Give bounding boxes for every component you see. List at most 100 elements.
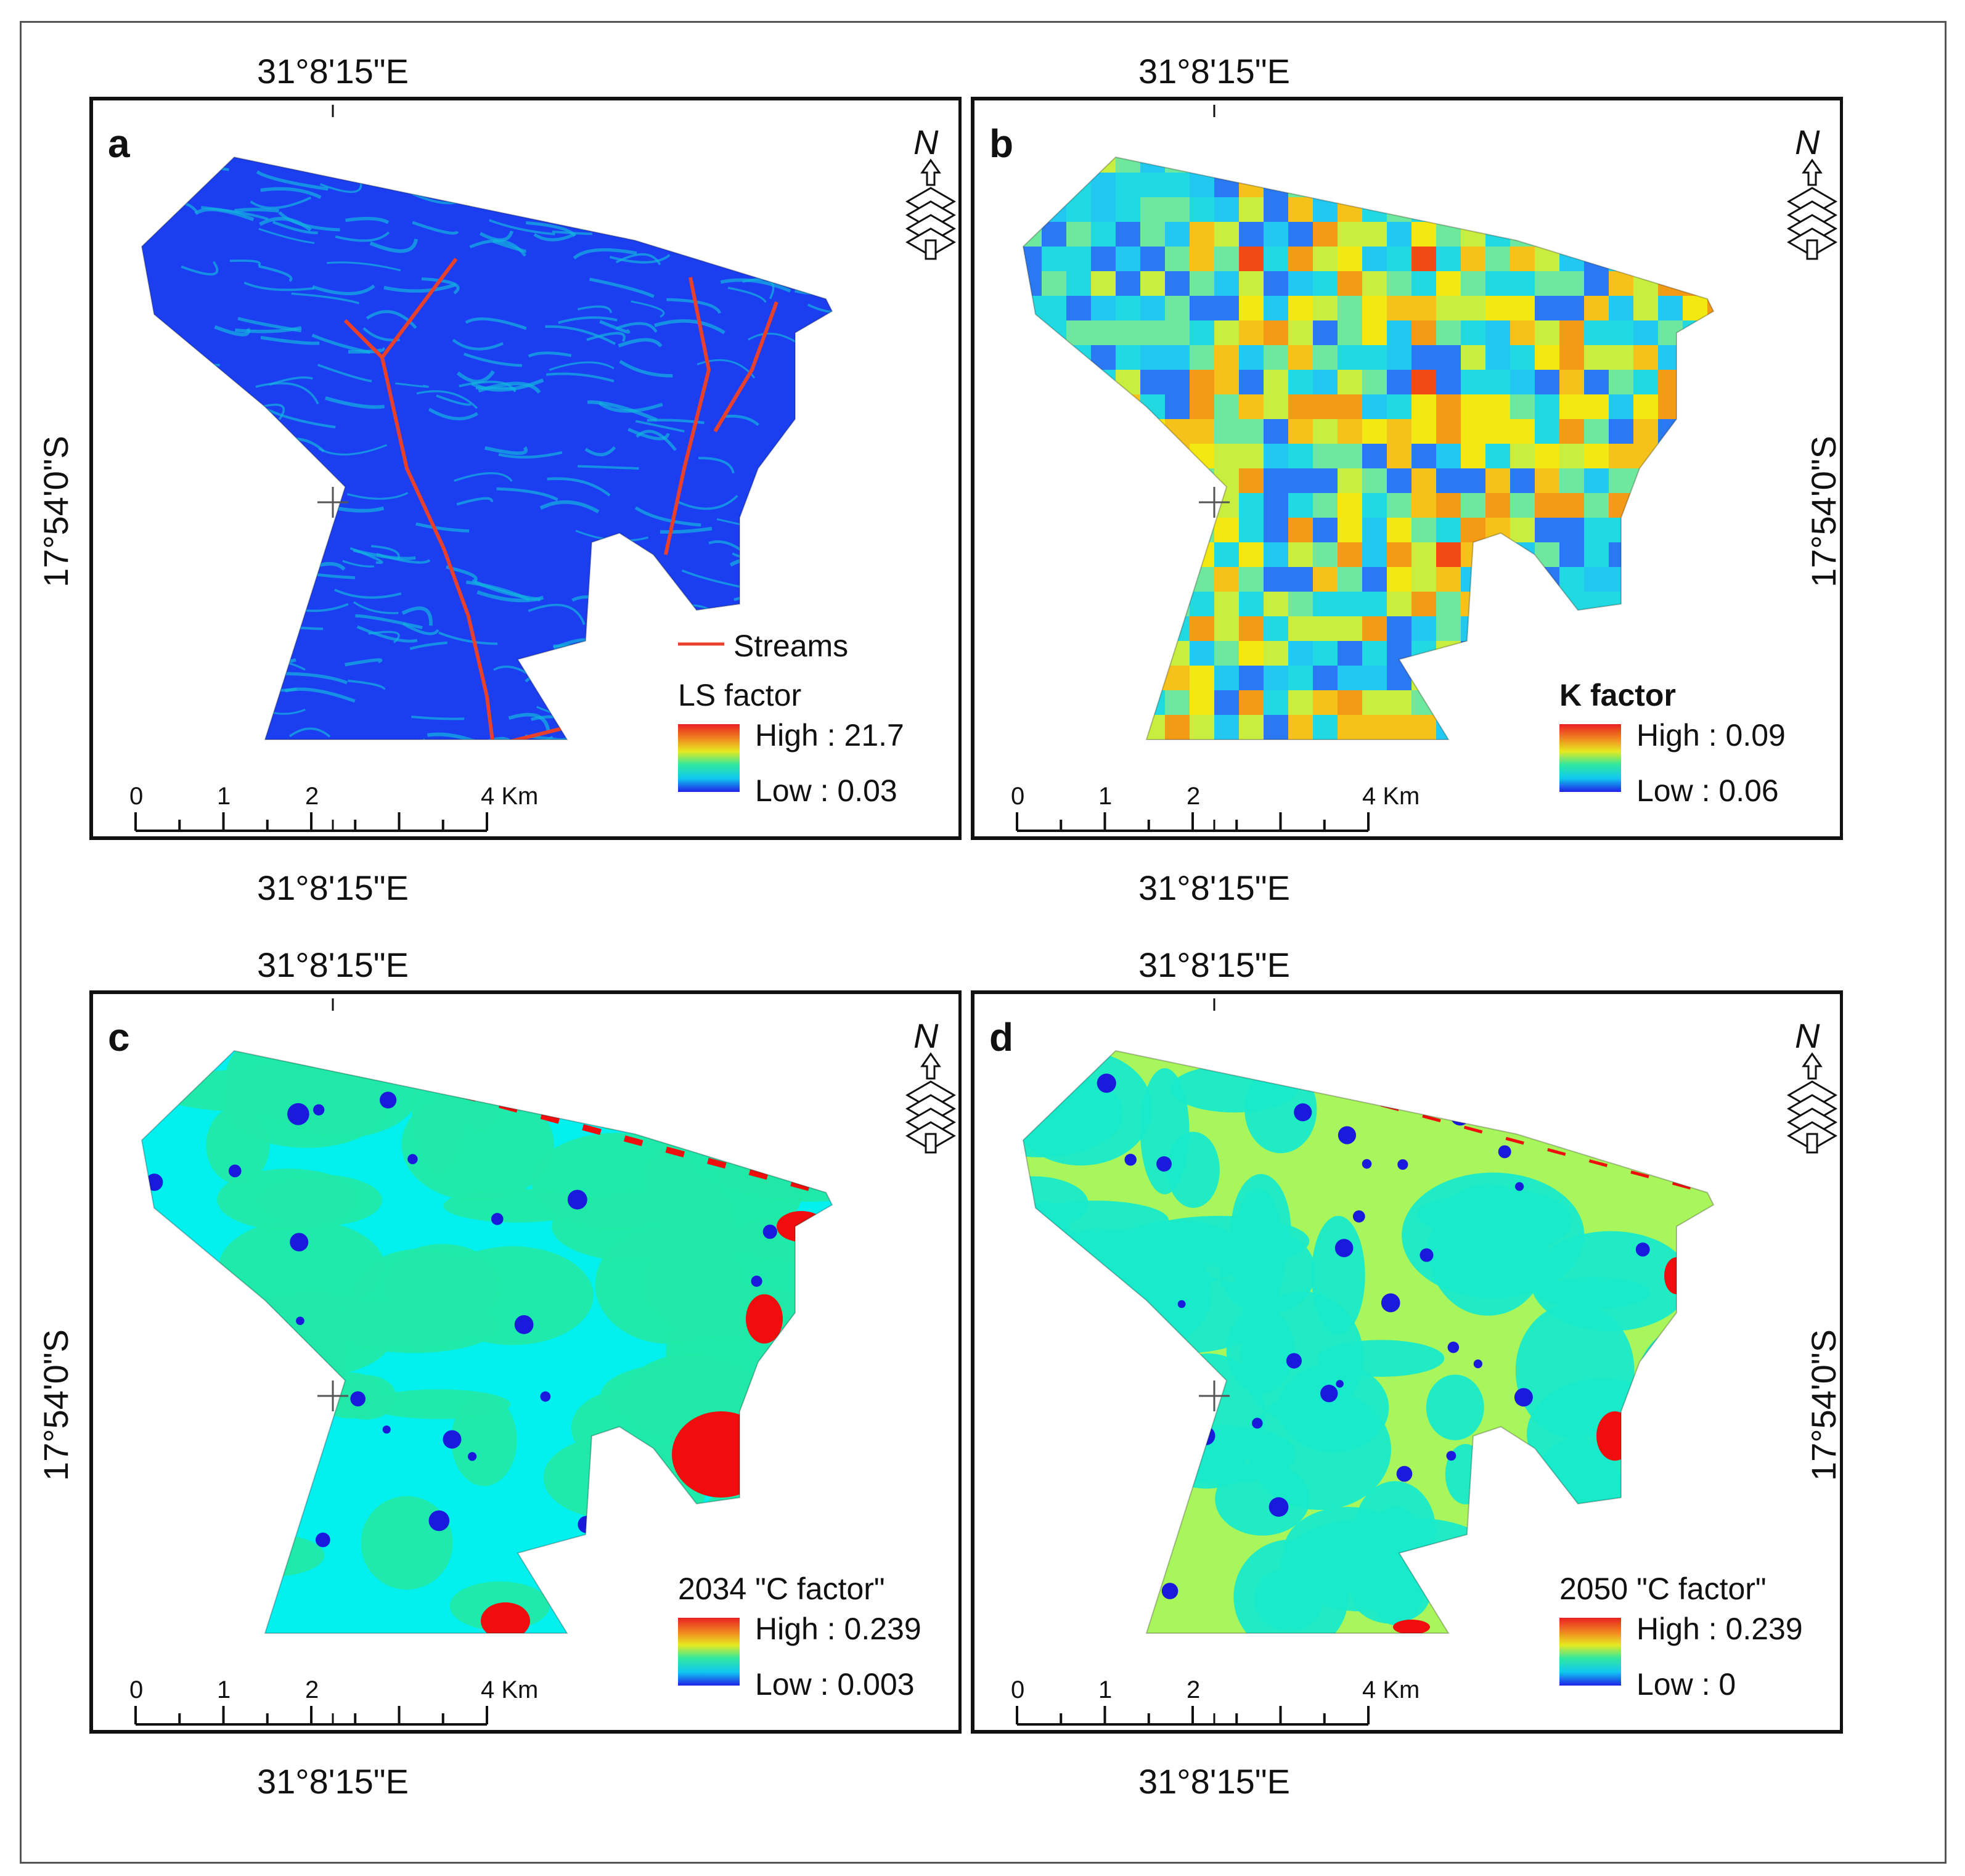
k-factor-cell	[1436, 592, 1461, 616]
low-value-patch	[1252, 1417, 1263, 1429]
k-factor-cell	[1510, 740, 1535, 764]
k-factor-cell	[1584, 394, 1609, 419]
k-factor-cell	[1190, 222, 1214, 247]
k-factor-cell	[1535, 715, 1559, 740]
ls-texture-stroke	[153, 399, 194, 418]
legend-color-ramp	[1559, 724, 1621, 792]
ls-texture-stroke	[666, 298, 722, 314]
k-factor-cell	[1387, 394, 1411, 419]
ls-texture-stroke	[807, 303, 832, 314]
k-factor-cell	[1510, 666, 1535, 690]
ls-texture-stroke	[464, 353, 523, 367]
k-factor-cell	[1461, 173, 1485, 197]
land-cover-patch	[361, 1496, 453, 1590]
k-factor-cell	[1091, 247, 1116, 271]
land-cover-patch	[210, 1315, 300, 1417]
low-value-patch	[165, 1240, 181, 1255]
k-factor-cell	[1338, 493, 1362, 518]
land-cover-patch	[211, 1533, 325, 1577]
ls-texture-stroke	[325, 396, 385, 409]
ls-texture-stroke	[303, 603, 349, 613]
k-factor-cell	[1535, 345, 1559, 370]
k-factor-cell	[1411, 493, 1436, 518]
k-factor-cell	[1559, 197, 1584, 222]
k-factor-cell	[1288, 616, 1313, 641]
land-cover-patch	[1023, 1569, 1123, 1633]
k-factor-cell	[1411, 518, 1436, 542]
k-factor-cell	[1707, 157, 1714, 173]
ls-texture-stroke	[552, 230, 593, 235]
k-factor-cell	[1559, 222, 1584, 247]
top-longitude-label: 31°8'15"E	[1138, 945, 1290, 984]
k-factor-cell	[1264, 320, 1288, 345]
ls-texture-stroke	[427, 732, 485, 740]
scale-bar-label: 2	[305, 783, 319, 810]
k-factor-cell	[1584, 222, 1609, 247]
k-factor-cell	[1535, 222, 1559, 247]
ls-texture-stroke	[545, 372, 615, 383]
k-factor-cell	[1190, 394, 1214, 419]
scale-bar-label: 1	[1098, 1676, 1112, 1703]
k-factor-cell	[1485, 518, 1510, 542]
k-factor-cell	[1707, 370, 1714, 394]
k-factor-cell	[1165, 419, 1190, 444]
k-factor-cell	[1313, 468, 1338, 493]
k-factor-cell	[1140, 641, 1165, 666]
scale-bar: 0 1 2 4 Km	[129, 1676, 538, 1726]
k-factor-cell	[1023, 641, 1042, 666]
legend-high-label: High : 0.239	[1636, 1612, 1803, 1646]
k-factor-cell	[1066, 715, 1091, 740]
k-factor-cell	[1023, 247, 1042, 271]
k-factor-cell	[1214, 567, 1239, 592]
land-cover-patch	[1311, 1215, 1365, 1336]
k-factor-cell	[1023, 493, 1042, 518]
k-factor-cell	[1239, 493, 1264, 518]
low-value-patch	[1338, 1126, 1357, 1144]
k-factor-cell	[1288, 567, 1313, 592]
k-factor-cell	[1683, 157, 1707, 173]
ls-texture-stroke	[669, 618, 708, 638]
low-value-patch	[1334, 1239, 1354, 1257]
land-cover-patch	[751, 1429, 832, 1469]
ls-texture-stroke	[142, 726, 202, 740]
k-factor-cell	[1559, 419, 1584, 444]
k-factor-cell	[1683, 444, 1707, 468]
k-factor-cell	[1288, 197, 1313, 222]
streams-legend-label: Streams	[733, 629, 848, 663]
ls-texture-stroke	[272, 221, 318, 234]
scale-bar-label: 1	[217, 1676, 231, 1703]
north-arrow-head	[1802, 158, 1823, 186]
land-cover-patch	[335, 1375, 397, 1420]
k-factor-cell	[1485, 666, 1510, 690]
land-cover-patch	[1280, 1519, 1444, 1612]
k-factor-cell	[1042, 271, 1066, 296]
ls-texture-stroke	[345, 216, 390, 224]
k-factor-cell	[1707, 444, 1714, 468]
k-factor-cell	[1190, 715, 1214, 740]
k-factor-cell	[1633, 419, 1658, 444]
k-factor-cell	[1362, 345, 1387, 370]
ls-texture-stroke	[456, 190, 490, 202]
low-value-patch	[1396, 1466, 1413, 1482]
low-value-patch	[428, 1510, 450, 1531]
k-factor-cell	[1239, 690, 1264, 715]
k-factor-cell	[1411, 173, 1436, 197]
k-factor-cell	[1362, 271, 1387, 296]
k-factor-cell	[1387, 567, 1411, 592]
k-factor-cell	[1658, 345, 1683, 370]
legend-title: LS factor	[678, 678, 801, 712]
k-factor-cell	[1658, 493, 1683, 518]
k-factor-cell	[1411, 592, 1436, 616]
k-factor-cell	[1485, 345, 1510, 370]
k-factor-cell	[1288, 222, 1313, 247]
ls-texture-stroke	[402, 622, 439, 635]
ls-texture-stroke	[254, 526, 321, 536]
k-factor-cell	[1091, 468, 1116, 493]
k-factor-cell	[1264, 157, 1288, 173]
k-factor-cell	[1288, 345, 1313, 370]
low-value-patch	[184, 1332, 194, 1343]
k-factor-cell	[1091, 542, 1116, 567]
ls-texture-stroke	[508, 712, 550, 731]
k-factor-cell	[1042, 666, 1066, 690]
legend-high-label: High : 0.09	[1636, 718, 1786, 752]
